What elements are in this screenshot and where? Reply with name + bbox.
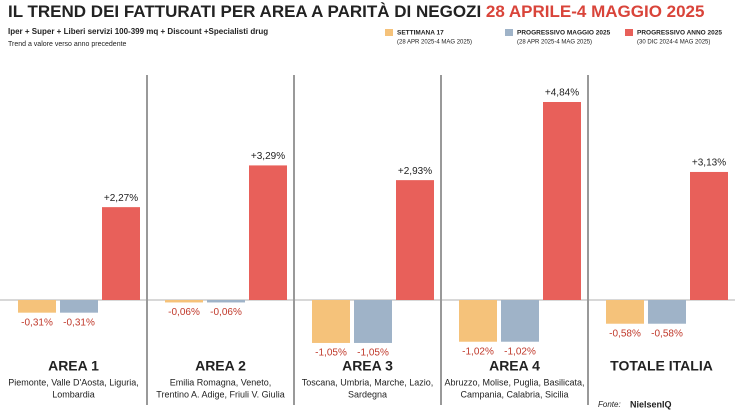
value-label: -0,58% (651, 328, 683, 339)
bar (18, 300, 56, 313)
note: Trend a valore verso anno precedente (8, 41, 127, 48)
bar (165, 300, 203, 303)
legend-label: PROGRESSIVO ANNO 2025 (637, 30, 722, 37)
category-description: Campania, Calabria, Sicilia (460, 389, 568, 399)
bar (543, 102, 581, 300)
legend-swatch (385, 29, 393, 36)
bar (102, 207, 140, 300)
value-label: -1,05% (357, 348, 389, 359)
bar (648, 300, 686, 324)
legend-swatch (505, 29, 513, 36)
value-label: -0,31% (63, 317, 95, 328)
category-description: Piemonte, Valle D'Aosta, Liguria, (8, 377, 139, 387)
category-description: Lombardia (52, 389, 95, 399)
bar (249, 165, 287, 300)
bar (459, 300, 497, 342)
bar (207, 300, 245, 303)
category-label: AREA 2 (195, 358, 246, 374)
source-label: Fonte: (598, 400, 621, 409)
value-label: +3,13% (692, 158, 726, 169)
chart-title: IL TREND DEI FATTURATI PER AREA A PARITÀ… (8, 2, 704, 21)
legend-label: SETTIMANA 17 (397, 30, 444, 37)
bar (690, 171, 728, 300)
legend-period: (30 DIC 2024-4 MAG 2025) (637, 40, 710, 46)
source: NielsenIQ (630, 399, 672, 409)
bar (60, 300, 98, 313)
value-label: +3,29% (251, 151, 285, 162)
bar (501, 300, 539, 342)
value-label: -1,02% (504, 346, 536, 357)
legend-swatch (625, 29, 633, 36)
value-label: -0,31% (21, 317, 53, 328)
value-label: -0,06% (168, 307, 200, 318)
legend-period: (28 APR 2025-4 MAG 2025) (517, 40, 592, 46)
bar (606, 300, 644, 324)
category-label: AREA 1 (48, 358, 99, 374)
category-description: Emilia Romagna, Veneto, (170, 377, 272, 387)
category-description: Abruzzo, Molise, Puglia, Basilicata, (444, 377, 584, 387)
value-label: -1,05% (315, 348, 347, 359)
category-description: Sardegna (348, 389, 387, 399)
bar (354, 300, 392, 343)
legend-label: PROGRESSIVO MAGGIO 2025 (517, 30, 611, 37)
value-label: +4,84% (545, 88, 579, 99)
value-label: -0,06% (210, 307, 242, 318)
subtitle: Iper + Super + Liberi servizi 100-399 mq… (8, 27, 268, 36)
category-label: AREA 4 (489, 358, 540, 374)
bar (396, 180, 434, 300)
category-label: AREA 3 (342, 358, 393, 374)
value-label: -0,58% (609, 328, 641, 339)
title-highlight: 28 APRILE-4 MAGGIO 2025 (486, 2, 705, 21)
value-label: +2,27% (104, 193, 138, 204)
legend-period: (28 APR 2025-4 MAG 2025) (397, 40, 472, 46)
category-description: Trentino A. Adige, Friuli V. Giulia (156, 389, 284, 399)
title-main: IL TREND DEI FATTURATI PER AREA A PARITÀ… (8, 2, 481, 21)
value-label: -1,02% (462, 346, 494, 357)
bar (312, 300, 350, 343)
category-label: TOTALE ITALIA (610, 358, 713, 374)
category-description: Toscana, Umbria, Marche, Lazio, (302, 377, 434, 387)
value-label: +2,93% (398, 166, 432, 177)
